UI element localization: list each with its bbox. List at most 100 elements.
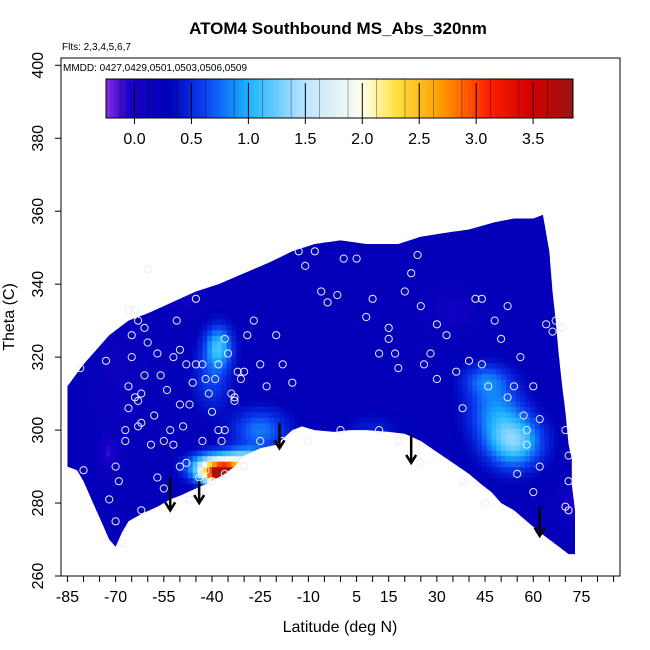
heatmap-cell — [293, 291, 300, 298]
heatmap-cell — [130, 526, 136, 533]
heatmap-cell — [356, 428, 362, 435]
heatmap-cell — [279, 335, 285, 342]
heatmap-cell — [134, 543, 141, 550]
heatmap-cell — [424, 428, 430, 435]
heatmap-cell — [356, 526, 362, 533]
heatmap-cell — [144, 422, 150, 429]
heatmap-cell — [255, 264, 261, 271]
heatmap-cell — [96, 472, 102, 479]
heatmap-cell — [216, 351, 223, 358]
heatmap-cell — [322, 439, 329, 446]
heatmap-cell — [134, 286, 141, 293]
heatmap-cell — [284, 504, 290, 511]
heatmap-cell — [361, 433, 367, 440]
heatmap-cell — [438, 400, 444, 407]
heatmap-cell — [303, 220, 309, 227]
heatmap-cell — [375, 225, 382, 232]
heatmap-cell — [433, 373, 440, 380]
heatmap-cell — [120, 362, 126, 369]
heatmap-cell — [202, 444, 208, 451]
heatmap-cell — [361, 329, 367, 336]
heatmap-cell — [240, 504, 247, 511]
heatmap-cell — [91, 313, 97, 320]
heatmap-cell — [163, 335, 170, 342]
heatmap-cell — [366, 253, 372, 260]
heatmap-cell — [81, 488, 88, 495]
heatmap-cell — [226, 307, 232, 314]
heatmap-cell — [72, 466, 78, 473]
heatmap-cell — [265, 395, 271, 402]
heatmap-cell — [260, 373, 266, 380]
heatmap-cell — [106, 488, 112, 495]
heatmap-cell — [303, 510, 309, 517]
heatmap-cell — [356, 291, 362, 298]
heatmap-cell — [163, 390, 170, 397]
heatmap-cell — [260, 242, 266, 249]
heatmap-cell — [226, 346, 232, 353]
heatmap-cell — [313, 433, 319, 440]
heatmap-cell — [144, 543, 150, 550]
heatmap-cell — [399, 351, 406, 358]
heatmap-cell — [101, 428, 107, 435]
heatmap-cell — [390, 340, 396, 347]
heatmap-cell — [327, 258, 333, 265]
heatmap-cell — [289, 313, 295, 320]
heatmap-cell — [433, 346, 440, 353]
heatmap-cell — [221, 504, 227, 511]
heatmap-cell — [433, 548, 440, 555]
heatmap-cell — [404, 313, 411, 320]
heatmap-cell — [178, 477, 184, 484]
heatmap-cell — [289, 417, 295, 424]
heatmap-cell — [236, 422, 242, 429]
heatmap-cell — [240, 286, 247, 293]
heatmap-cell — [207, 307, 213, 314]
heatmap-cell — [168, 384, 174, 391]
heatmap-cell — [159, 548, 165, 555]
heatmap-cell — [212, 537, 218, 544]
heatmap-cell — [240, 548, 247, 555]
heatmap-cell — [173, 275, 179, 282]
heatmap-cell — [337, 384, 343, 391]
heatmap-cell — [240, 417, 247, 424]
heatmap-cell — [424, 477, 430, 484]
heatmap-cell — [91, 214, 97, 221]
heatmap-cell — [284, 225, 290, 232]
heatmap-cell — [390, 411, 396, 418]
heatmap-cell — [274, 214, 280, 216]
heatmap-cell — [409, 515, 415, 522]
heatmap-cell — [231, 362, 237, 369]
heatmap-cell — [380, 346, 387, 353]
heatmap-cell — [419, 504, 425, 511]
heatmap-cell — [351, 242, 358, 249]
heatmap-cell — [395, 493, 401, 500]
heatmap-cell — [356, 417, 362, 424]
heatmap-cell — [433, 242, 440, 249]
heatmap-cell — [380, 499, 387, 506]
heatmap-cell — [236, 521, 242, 528]
heatmap-cell — [419, 362, 425, 369]
heatmap-cell — [139, 532, 146, 539]
heatmap-cell — [337, 439, 343, 446]
heatmap-cell — [110, 302, 117, 309]
heatmap-cell — [187, 510, 194, 517]
heatmap-cell — [106, 417, 112, 424]
heatmap-cell — [125, 362, 131, 369]
heatmap-cell — [433, 258, 440, 265]
heatmap-cell — [91, 264, 97, 271]
heatmap-cell — [67, 472, 73, 479]
heatmap-cell — [399, 253, 406, 260]
heatmap-cell — [313, 307, 319, 314]
heatmap-cell — [279, 286, 285, 293]
heatmap-cell — [385, 286, 391, 293]
heatmap-cell — [250, 422, 256, 429]
heatmap-cell — [308, 526, 314, 533]
heatmap-cell — [438, 324, 444, 331]
heatmap-cell — [173, 532, 179, 539]
heatmap-cell — [163, 280, 170, 287]
heatmap-cell — [240, 296, 247, 303]
heatmap-cell — [375, 417, 382, 424]
heatmap-cell — [96, 422, 102, 429]
heatmap-cell — [72, 455, 78, 462]
heatmap-cell — [101, 236, 107, 243]
heatmap-cell — [67, 493, 73, 500]
